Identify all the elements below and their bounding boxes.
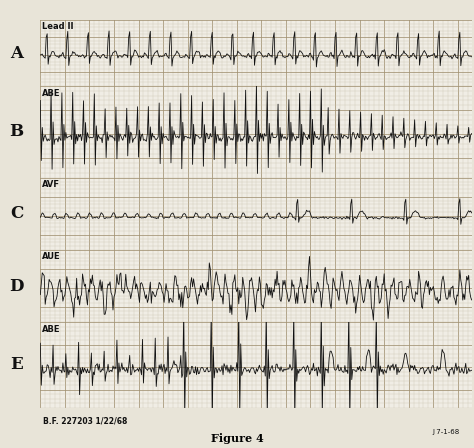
Text: D: D — [9, 278, 24, 295]
Text: Lead II: Lead II — [43, 22, 74, 31]
Text: AVF: AVF — [43, 180, 61, 189]
Text: ABE: ABE — [43, 89, 61, 98]
Text: B: B — [9, 123, 24, 140]
Text: 280/min: 280/min — [43, 185, 81, 194]
Text: ABE: ABE — [43, 325, 61, 334]
Text: C: C — [10, 206, 23, 222]
Text: AUE: AUE — [43, 252, 61, 261]
Text: B.F. 227203 1/22/68: B.F. 227203 1/22/68 — [43, 417, 127, 426]
Text: A: A — [10, 44, 23, 61]
Text: Figure 4: Figure 4 — [210, 433, 264, 444]
Text: E: E — [10, 357, 23, 374]
Text: J 7-1-68: J 7-1-68 — [433, 429, 460, 435]
